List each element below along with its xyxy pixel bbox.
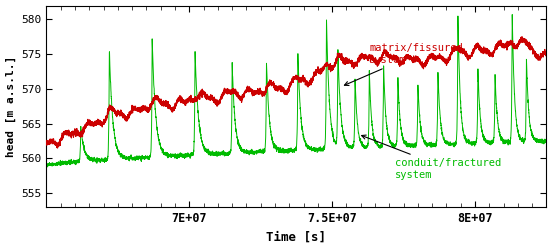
X-axis label: Time [s]: Time [s] bbox=[267, 230, 326, 244]
Y-axis label: head [m a.s.l.]: head [m a.s.l.] bbox=[6, 56, 16, 157]
Text: matrix/fissured
system: matrix/fissured system bbox=[344, 43, 463, 85]
Text: conduit/fractured
system: conduit/fractured system bbox=[362, 135, 501, 180]
